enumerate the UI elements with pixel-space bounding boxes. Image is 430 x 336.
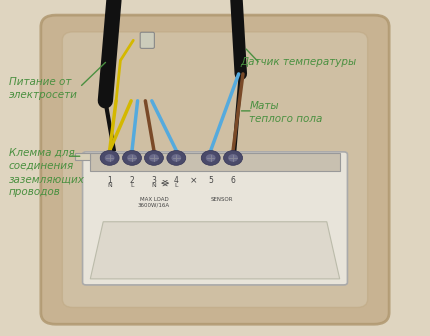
Text: L: L [175, 183, 178, 188]
Text: Питание от
электросети: Питание от электросети [9, 77, 77, 100]
Circle shape [100, 151, 119, 165]
Circle shape [228, 154, 238, 162]
FancyBboxPatch shape [62, 32, 368, 307]
Text: Клемма для
соединения
заземляющих
проводов: Клемма для соединения заземляющих провод… [9, 148, 84, 198]
FancyBboxPatch shape [41, 15, 389, 324]
FancyBboxPatch shape [140, 32, 154, 48]
Circle shape [149, 154, 159, 162]
Circle shape [144, 151, 163, 165]
Text: N: N [107, 183, 112, 188]
Text: 3: 3 [151, 176, 157, 185]
FancyBboxPatch shape [83, 152, 347, 285]
Circle shape [206, 154, 215, 162]
Text: Маты
теплого пола: Маты теплого пола [249, 101, 323, 124]
Circle shape [127, 154, 137, 162]
Circle shape [123, 151, 141, 165]
Text: 5: 5 [208, 176, 213, 185]
Text: Датчик температуры: Датчик температуры [241, 57, 357, 67]
Text: 2: 2 [129, 176, 135, 185]
Text: 4: 4 [174, 176, 179, 185]
Text: 6: 6 [230, 176, 236, 185]
Circle shape [167, 151, 186, 165]
Bar [90, 153, 340, 171]
Circle shape [105, 154, 114, 162]
Text: 1: 1 [107, 176, 112, 185]
Circle shape [172, 154, 181, 162]
Text: N: N [151, 183, 157, 188]
Circle shape [224, 151, 243, 165]
Text: MAX LOAD
3600W/16A: MAX LOAD 3600W/16A [138, 197, 170, 208]
Circle shape [201, 151, 220, 165]
Text: SENSOR: SENSOR [211, 197, 233, 202]
Text: L: L [130, 183, 134, 188]
Bar [75, 153, 90, 160]
Polygon shape [90, 222, 340, 279]
Text: ×: × [190, 176, 197, 185]
